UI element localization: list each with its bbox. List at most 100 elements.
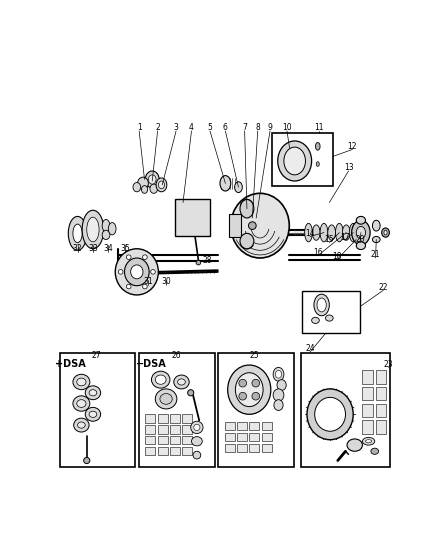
Text: 30: 30	[161, 277, 170, 286]
Bar	[374, 403, 385, 417]
Ellipse shape	[306, 389, 353, 440]
Ellipse shape	[325, 315, 332, 321]
Bar	[237, 443, 246, 452]
Ellipse shape	[115, 249, 158, 295]
Bar	[271, 133, 332, 185]
Ellipse shape	[193, 451, 200, 459]
Text: 26: 26	[171, 351, 180, 360]
Text: 12: 12	[347, 142, 357, 151]
Ellipse shape	[190, 421, 203, 433]
Ellipse shape	[313, 294, 328, 316]
Ellipse shape	[150, 270, 155, 274]
Ellipse shape	[356, 242, 365, 249]
Text: 9: 9	[267, 123, 272, 132]
Ellipse shape	[351, 220, 369, 245]
Bar	[224, 443, 234, 452]
Ellipse shape	[362, 438, 374, 445]
Ellipse shape	[77, 378, 86, 386]
Bar	[175, 199, 209, 236]
Ellipse shape	[137, 177, 148, 189]
Text: 18: 18	[332, 252, 341, 261]
Ellipse shape	[371, 237, 379, 243]
Text: 25: 25	[249, 351, 259, 360]
Bar	[261, 422, 271, 431]
Text: 33: 33	[88, 244, 98, 253]
Text: 7: 7	[242, 123, 247, 132]
Ellipse shape	[148, 175, 156, 184]
Ellipse shape	[356, 227, 365, 239]
Text: 15: 15	[324, 235, 333, 244]
Ellipse shape	[342, 225, 350, 240]
Ellipse shape	[383, 230, 386, 235]
Ellipse shape	[312, 225, 319, 240]
Ellipse shape	[315, 142, 319, 150]
Ellipse shape	[371, 220, 379, 231]
Text: −DSA: −DSA	[136, 359, 166, 369]
Ellipse shape	[275, 370, 281, 378]
Ellipse shape	[283, 147, 305, 175]
Bar	[362, 421, 372, 434]
Bar	[374, 421, 385, 434]
Ellipse shape	[240, 233, 253, 249]
Bar	[157, 414, 167, 423]
Ellipse shape	[240, 199, 253, 218]
Ellipse shape	[349, 223, 356, 242]
Text: 13: 13	[343, 164, 353, 172]
Ellipse shape	[155, 375, 166, 384]
Ellipse shape	[196, 260, 200, 265]
Text: 20: 20	[354, 235, 364, 244]
Ellipse shape	[311, 317, 318, 324]
Text: +DSA: +DSA	[55, 359, 86, 369]
Bar	[145, 414, 155, 423]
Ellipse shape	[191, 437, 202, 446]
Ellipse shape	[73, 396, 90, 411]
Bar	[300, 353, 389, 467]
Ellipse shape	[89, 411, 96, 417]
Bar	[249, 433, 259, 441]
Bar	[170, 436, 180, 445]
Text: 17: 17	[339, 233, 349, 241]
Ellipse shape	[68, 216, 87, 251]
Bar	[218, 353, 293, 467]
Ellipse shape	[370, 448, 378, 454]
Text: 23: 23	[383, 360, 392, 369]
Ellipse shape	[173, 375, 189, 389]
Text: 11: 11	[314, 123, 323, 132]
Bar	[157, 436, 167, 445]
Ellipse shape	[155, 389, 177, 409]
Ellipse shape	[118, 270, 123, 274]
Ellipse shape	[131, 265, 143, 279]
Ellipse shape	[319, 223, 327, 242]
Ellipse shape	[193, 424, 199, 431]
Ellipse shape	[187, 390, 193, 396]
Bar	[224, 422, 234, 431]
Ellipse shape	[74, 418, 89, 432]
Text: 32: 32	[73, 244, 82, 253]
Ellipse shape	[87, 217, 99, 242]
Ellipse shape	[85, 386, 100, 400]
Text: 2: 2	[155, 123, 159, 132]
Text: 1: 1	[137, 123, 141, 132]
Bar	[249, 443, 259, 452]
Ellipse shape	[235, 373, 262, 407]
Ellipse shape	[84, 457, 90, 464]
Bar	[170, 447, 180, 455]
Ellipse shape	[126, 255, 131, 260]
Ellipse shape	[142, 284, 147, 289]
Ellipse shape	[316, 298, 325, 312]
Bar	[145, 447, 155, 455]
Bar	[302, 291, 359, 334]
Bar	[249, 422, 259, 431]
Bar	[261, 433, 271, 441]
Text: 24: 24	[304, 344, 314, 353]
Ellipse shape	[108, 223, 116, 235]
Bar	[157, 425, 167, 433]
Ellipse shape	[89, 390, 96, 396]
Bar	[229, 214, 240, 237]
Text: 16: 16	[312, 248, 322, 257]
Ellipse shape	[277, 141, 311, 181]
Bar	[362, 386, 372, 400]
Text: 35: 35	[120, 244, 130, 253]
Ellipse shape	[158, 181, 164, 189]
Ellipse shape	[82, 210, 103, 249]
